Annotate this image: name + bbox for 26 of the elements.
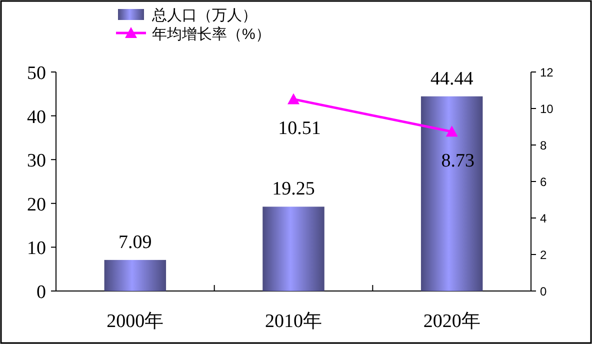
bar [262,206,324,291]
y2-tick-label: 12 [540,66,554,80]
x-tick-label: 2010年 [265,311,322,332]
x-tick-label: 2020年 [423,311,480,332]
data-label: 44.44 [430,68,474,90]
y-tick-label: 50 [27,63,46,84]
y2-tick-label: 4 [540,212,547,226]
y-tick-label: 10 [27,238,46,260]
y2-tick-label: 0 [540,284,547,298]
y-tick-label: 0 [36,282,46,303]
y-tick-label: 40 [27,106,46,128]
data-label: 7.09 [118,232,152,253]
y-tick-label: 30 [27,150,46,172]
y2-tick-label: 6 [540,175,547,189]
legend-label: 年均增长率（%） [152,26,270,43]
bar [104,260,166,291]
y2-tick-label: 2 [540,248,547,262]
y2-tick-label: 8 [540,138,547,152]
data-label: 8.73 [441,150,474,172]
legend-label: 总人口（万人） [151,7,257,24]
data-label: 19.25 [272,178,315,200]
x-tick-label: 2000年 [106,311,164,332]
data-label: 10.51 [278,118,321,140]
y-tick-label: 20 [27,194,46,216]
y2-tick-label: 10 [540,102,554,116]
bar [420,96,483,291]
